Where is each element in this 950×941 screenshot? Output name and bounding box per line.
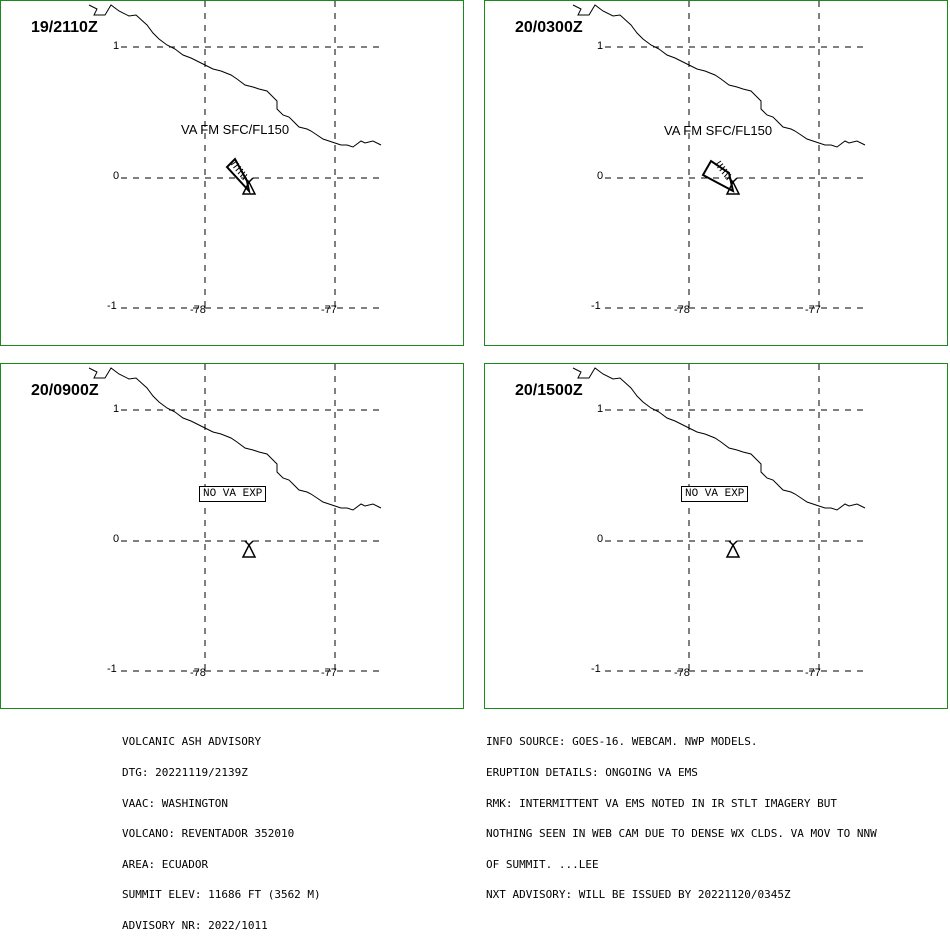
coastline: [572, 367, 866, 511]
lat-tick-neg1: -1: [107, 663, 117, 675]
ash-hatch: [230, 160, 238, 166]
ash-hatch: [233, 163, 240, 169]
ash-hatch: [714, 160, 722, 166]
map-canvas: [572, 364, 866, 674]
forecast-panel-4: 20/1500Z 1 0 -1 -78 -77 NO VA EXP: [484, 363, 948, 709]
ash-hatch: [726, 174, 732, 181]
eruption-mark: [728, 177, 738, 184]
lat-tick-0: 0: [113, 170, 120, 182]
advisory-line: DTG: 20221119/2139Z: [122, 766, 248, 780]
map-canvas: [88, 1, 382, 311]
advisory-line: VOLCANO: REVENTADOR 352010: [122, 827, 295, 841]
lat-tick-neg1: -1: [107, 300, 117, 312]
no-ash-box: NO VA EXP: [681, 486, 749, 502]
eruption-mark: [244, 540, 254, 547]
ash-cloud-outline: [225, 157, 251, 195]
coastline: [572, 4, 866, 148]
forecast-panel-2: 20/0300Z 1 0 -1 -78 -77 VA FM SFC/FL150: [484, 0, 948, 346]
map-canvas: [572, 1, 866, 311]
volcano-icon: [725, 540, 741, 558]
volcano-icon: [725, 180, 741, 195]
volcano-icon: [725, 543, 741, 558]
advisory-line: NOTHING SEEN IN WEB CAM DUE TO DENSE WX …: [486, 827, 877, 841]
lon-tick-77: -77: [805, 667, 821, 679]
advisory-line: AREA: ECUADOR: [122, 857, 209, 871]
lat-tick-1: 1: [113, 40, 120, 52]
lon-tick-78: -78: [190, 304, 206, 316]
forecast-panel-3: 20/0900Z 1 0 -1 -78 -77 NO VA EXP: [0, 363, 464, 709]
grid-lines: [121, 1, 381, 311]
lon-tick-77: -77: [805, 304, 821, 316]
ash-layer-label: VA FM SFC/FL150: [664, 123, 773, 138]
advisory-line: OF SUMMIT. ...LEE: [486, 857, 599, 871]
valid-time: 20/1500Z: [515, 382, 583, 399]
ash-hatch: [242, 174, 248, 181]
lat-tick-neg1: -1: [591, 663, 601, 675]
advisory-remarks-block: INFO SOURCE: GOES-16. WEBCAM. NWP MODELS…: [486, 717, 877, 911]
advisory-line: ERUPTION DETAILS: ONGOING VA EMS: [486, 766, 698, 780]
forecast-panel-1: 19/2110Z 1 0 -1 -78 -77 VA FM SFC/FL150: [0, 0, 464, 346]
volcano-icon: [725, 177, 741, 195]
eruption-mark: [244, 177, 254, 184]
lat-tick-0: 0: [113, 533, 120, 545]
advisory-line: ADVISORY NR: 2022/1011: [122, 919, 268, 933]
advisory-line: SUMMIT ELEV: 11686 FT (3562 M): [122, 888, 321, 902]
map-canvas: [88, 364, 382, 674]
ash-cloud-outline: [701, 159, 735, 193]
advisory-line: VAAC: WASHINGTON: [122, 796, 228, 810]
volcano-icon: [241, 177, 257, 195]
lat-tick-1: 1: [597, 40, 604, 52]
ash-hatch: [721, 168, 728, 175]
ash-hatch: [723, 171, 730, 178]
volcano-icon: [241, 540, 257, 558]
valid-time: 19/2110Z: [31, 19, 98, 36]
lat-tick-neg1: -1: [591, 300, 601, 312]
ash-hatch: [235, 165, 242, 172]
lat-tick-0: 0: [597, 170, 604, 182]
lon-tick-77: -77: [321, 304, 337, 316]
grid-lines: [605, 1, 865, 311]
lon-tick-78: -78: [190, 667, 206, 679]
advisory-line: NXT ADVISORY: WILL BE ISSUED BY 20221120…: [486, 888, 791, 902]
advisory-line: INFO SOURCE: GOES-16. WEBCAM. NWP MODELS…: [486, 735, 758, 749]
eruption-mark: [728, 540, 738, 547]
lon-tick-78: -78: [674, 304, 690, 316]
coastline: [88, 367, 382, 511]
ash-hatch: [239, 171, 246, 178]
ash-hatch: [717, 163, 724, 169]
valid-time: 20/0900Z: [31, 382, 99, 399]
advisory-line: VOLCANIC ASH ADVISORY: [122, 735, 262, 749]
advisory-line: RMK: INTERMITTENT VA EMS NOTED IN IR STL…: [486, 796, 837, 810]
ash-hatch: [719, 165, 726, 172]
lon-tick-78: -78: [674, 667, 690, 679]
ash-hatch: [237, 168, 244, 175]
lon-tick-77: -77: [321, 667, 337, 679]
valid-time: 20/0300Z: [515, 19, 583, 36]
lat-tick-0: 0: [597, 533, 604, 545]
volcano-icon: [241, 543, 257, 558]
grid-lines: [121, 364, 381, 674]
advisory-header-block: VOLCANIC ASH ADVISORY DTG: 20221119/2139…: [122, 717, 321, 941]
ash-cloud-polygon: [701, 159, 735, 193]
no-ash-box: NO VA EXP: [199, 486, 267, 502]
lat-tick-1: 1: [597, 403, 604, 415]
coastline: [88, 4, 382, 148]
lat-tick-1: 1: [113, 403, 120, 415]
volcano-icon: [241, 180, 257, 195]
ash-layer-label: VA FM SFC/FL150: [181, 122, 290, 137]
ash-cloud-polygon: [225, 157, 251, 195]
grid-lines: [605, 364, 865, 674]
